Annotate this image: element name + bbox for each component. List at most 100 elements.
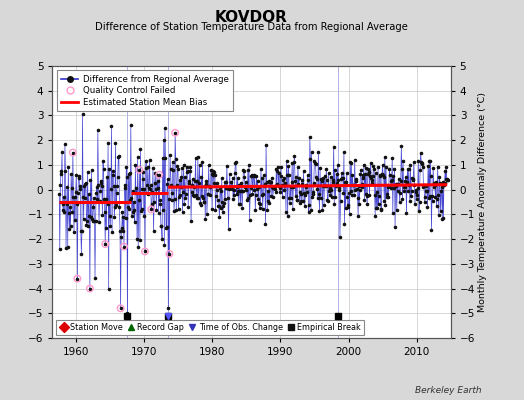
- Point: [297, 198, 305, 204]
- Point: [71, 188, 80, 195]
- Point: [409, 176, 417, 183]
- Point: [263, 207, 271, 214]
- Point: [161, 155, 170, 161]
- Point: [439, 215, 447, 222]
- Point: [239, 167, 247, 174]
- Point: [367, 180, 376, 187]
- Point: [86, 285, 94, 292]
- Point: [181, 174, 189, 180]
- Point: [411, 186, 420, 193]
- Point: [113, 190, 121, 196]
- Point: [443, 176, 452, 182]
- Point: [315, 208, 324, 214]
- Point: [416, 166, 424, 173]
- Point: [71, 217, 79, 224]
- Point: [310, 158, 319, 164]
- Point: [226, 185, 234, 191]
- Point: [428, 193, 436, 199]
- Point: [238, 205, 246, 211]
- Point: [332, 171, 341, 177]
- Point: [340, 149, 348, 156]
- Point: [331, 193, 340, 200]
- Point: [292, 174, 300, 180]
- Point: [144, 190, 152, 197]
- Point: [197, 174, 205, 180]
- Point: [358, 172, 367, 178]
- Point: [90, 218, 99, 224]
- Point: [298, 181, 307, 187]
- Point: [234, 175, 242, 182]
- Point: [325, 188, 333, 194]
- Point: [190, 183, 199, 190]
- Point: [101, 209, 109, 215]
- Point: [337, 176, 345, 182]
- Point: [106, 213, 114, 219]
- Point: [298, 176, 306, 183]
- Point: [172, 207, 180, 213]
- Point: [373, 188, 381, 195]
- Point: [150, 180, 159, 186]
- Point: [322, 183, 330, 190]
- Point: [405, 166, 413, 172]
- Point: [327, 187, 335, 193]
- Point: [223, 163, 231, 169]
- Point: [444, 176, 452, 183]
- Point: [123, 174, 131, 180]
- Point: [430, 184, 439, 190]
- Point: [399, 158, 407, 164]
- Point: [391, 224, 399, 230]
- Point: [337, 170, 346, 176]
- Point: [225, 170, 234, 177]
- Point: [94, 127, 102, 133]
- Point: [425, 158, 433, 164]
- Point: [185, 168, 194, 174]
- Point: [154, 185, 162, 192]
- Point: [422, 182, 430, 189]
- Point: [331, 166, 339, 173]
- Point: [178, 164, 186, 171]
- Point: [170, 196, 179, 202]
- Point: [406, 198, 414, 204]
- Point: [81, 195, 89, 201]
- Point: [107, 186, 115, 192]
- Point: [245, 162, 253, 168]
- Point: [198, 193, 206, 200]
- Point: [440, 180, 449, 186]
- Point: [441, 176, 450, 182]
- Point: [116, 305, 125, 312]
- Point: [434, 192, 442, 198]
- Point: [165, 251, 173, 257]
- Point: [73, 201, 81, 208]
- Point: [137, 206, 146, 212]
- Point: [420, 182, 428, 188]
- Point: [184, 178, 193, 185]
- Point: [266, 179, 275, 185]
- Point: [162, 224, 171, 230]
- Point: [62, 201, 71, 208]
- Point: [250, 187, 258, 194]
- Point: [396, 199, 404, 205]
- Point: [208, 171, 216, 177]
- Text: Difference of Station Temperature Data from Regional Average: Difference of Station Temperature Data f…: [95, 22, 408, 32]
- Point: [191, 155, 200, 161]
- Point: [318, 207, 326, 213]
- Point: [200, 199, 209, 205]
- Point: [346, 188, 355, 194]
- Point: [301, 192, 310, 198]
- Point: [357, 167, 365, 173]
- Point: [305, 202, 313, 208]
- Point: [109, 168, 117, 175]
- Point: [163, 176, 172, 183]
- Point: [131, 162, 139, 168]
- Point: [330, 201, 339, 207]
- Point: [189, 192, 198, 198]
- Point: [151, 186, 160, 192]
- Point: [84, 223, 92, 230]
- Point: [313, 185, 321, 192]
- Point: [361, 171, 369, 177]
- Point: [79, 194, 88, 201]
- Point: [208, 206, 216, 212]
- Point: [86, 177, 95, 183]
- Point: [251, 207, 259, 213]
- Point: [124, 204, 132, 211]
